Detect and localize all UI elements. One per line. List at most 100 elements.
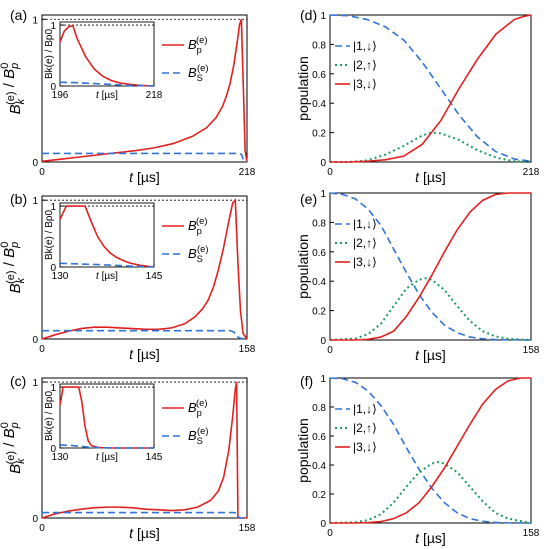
inset-series-line-0 (59, 24, 155, 87)
y-tick-label: 1 (320, 11, 326, 22)
legend-label: Bp(e) (188, 216, 207, 236)
x-tick-label: 130 (52, 452, 69, 463)
y-tick-label: 1 (32, 378, 38, 389)
inset-series-line-0 (59, 205, 155, 268)
x-tick-label: 0 (327, 528, 333, 539)
y-axis-text: population (295, 234, 311, 299)
series-line-1 (329, 461, 532, 524)
y-tick-label: 1 (320, 189, 326, 200)
legend-label: |2,↑⟩ (353, 421, 377, 435)
panel-label: (a) (10, 7, 27, 23)
inset-x-axis-label: t [µs] (96, 271, 118, 282)
inset-plot-frame (59, 202, 155, 268)
y-tick-label: 1 (320, 374, 326, 385)
y-tick-label: 0.4 (312, 277, 326, 288)
series-line-2 (330, 377, 531, 524)
x-axis-label: t [µs] (129, 346, 160, 362)
panel-label: (c) (10, 373, 26, 389)
x-axis-label: t [µs] (415, 169, 446, 185)
x-tick-label: 0 (39, 523, 45, 534)
legend-label: |1,↓⟩ (353, 217, 377, 231)
series-line-0 (41, 198, 248, 340)
legend-label: BS(e) (188, 244, 208, 264)
y-axis-label: population (295, 234, 311, 299)
y-tick-label: 0 (320, 158, 326, 169)
x-axis-label: t [µs] (415, 347, 446, 363)
plot-frame (41, 14, 248, 163)
chart-panel-a: (a) 0 218 0 1 t [µs] Bk(e) / Bp0 Bp(e) BS(e) 196 2… (0, 7, 256, 185)
y-tick-label: 0 (320, 336, 326, 347)
legend-label: |2,↑⟩ (353, 58, 377, 72)
legend-label: Bp(e) (188, 35, 207, 55)
x-tick-label: 218 (146, 90, 163, 101)
y-tick-label: 0 (50, 444, 56, 455)
x-tick-label: 0 (39, 167, 45, 178)
inset-y-axis-label: Bk(e) / Bp0 (44, 391, 55, 441)
y-axis-text: Bk(e) / Bp0 (0, 63, 27, 115)
legend-label: |2,↑⟩ (353, 236, 377, 250)
legend-label: Bp(e) (188, 398, 207, 418)
legend-label: |3,↓⟩ (353, 77, 377, 91)
series-line-2 (330, 192, 531, 341)
x-tick-label: 218 (523, 167, 540, 178)
chart-panel-f: (f) 0 158 0 0.2 0.4 0.6 0.8 1 t [µs] population |1,… (295, 373, 540, 546)
panel-label: (e) (300, 191, 317, 207)
y-tick-label: 0.6 (312, 248, 326, 259)
y-tick-label: 1 (50, 383, 56, 394)
y-tick-label: 1 (32, 15, 38, 26)
plot-frame (41, 195, 248, 340)
y-tick-label: 0.6 (312, 432, 326, 443)
y-tick-label: 1 (50, 202, 56, 213)
y-axis-text: population (295, 56, 311, 121)
x-tick-label: 158 (523, 528, 540, 539)
x-tick-label: 0 (327, 345, 333, 356)
panel-label: (b) (10, 191, 27, 207)
x-tick-label: 158 (239, 344, 256, 355)
y-tick-label: 0.2 (312, 307, 326, 318)
inset-y-axis-text: Bk(e) / Bp0 (44, 210, 55, 260)
series-line-0 (329, 377, 532, 524)
y-tick-label: 0 (32, 514, 38, 525)
y-axis-label: population (295, 56, 311, 121)
x-axis-label: t [µs] (415, 530, 446, 546)
legend-label: |3,↓⟩ (353, 255, 377, 269)
y-tick-label: 0.8 (312, 218, 326, 229)
legend-label: BS(e) (188, 63, 208, 83)
inset-plot-frame (59, 383, 155, 449)
series-line-1 (42, 329, 248, 340)
plot-frame (41, 377, 248, 519)
y-tick-label: 0.6 (312, 70, 326, 81)
y-axis-text: Bk(e) / Bp0 (0, 422, 27, 474)
inset-y-axis-text: Bk(e) / Bp0 (44, 391, 55, 441)
y-tick-label: 0.4 (312, 461, 326, 472)
y-axis-label: Bk(e) / Bp0 (0, 242, 27, 294)
y-tick-label: 0 (32, 335, 38, 346)
y-axis-text: Bk(e) / Bp0 (0, 242, 27, 294)
series-line-1 (42, 511, 247, 519)
y-tick-label: 0 (50, 263, 56, 274)
inset-x-axis-label: t [µs] (96, 452, 118, 463)
x-tick-label: 158 (523, 345, 540, 356)
inset-y-axis-label: Bk(e) / Bp0 (44, 29, 55, 79)
chart-panel-d: (d) 0 218 0 0.2 0.4 0.6 0.8 1 t [µs] population |1,… (295, 7, 540, 185)
y-axis-label: population (295, 418, 311, 483)
legend-label: |1,↓⟩ (353, 402, 377, 416)
inset-plot-frame (59, 21, 155, 87)
x-tick-label: 0 (39, 344, 45, 355)
x-tick-label: 0 (327, 167, 333, 178)
inset-chart: 196 218 0 1 t [µs] Bk(e) / Bp0 (44, 21, 163, 101)
y-tick-label: 0.4 (312, 99, 326, 110)
y-axis-label: Bk(e) / Bp0 (0, 422, 27, 474)
chart-panel-e: (e) 0 158 0 0.2 0.4 0.6 0.8 1 t [µs] population |1,… (295, 189, 540, 363)
y-tick-label: 0.8 (312, 403, 326, 414)
series-line-1 (329, 277, 532, 341)
inset-y-axis-label: Bk(e) / Bp0 (44, 210, 55, 260)
panel-label: (d) (300, 7, 317, 23)
x-tick-label: 218 (239, 167, 256, 178)
y-tick-label: 0 (320, 519, 326, 530)
inset-chart: 130 145 0 1 t [µs] Bk(e) / Bp0 (44, 202, 163, 282)
series-line-0 (41, 381, 247, 519)
